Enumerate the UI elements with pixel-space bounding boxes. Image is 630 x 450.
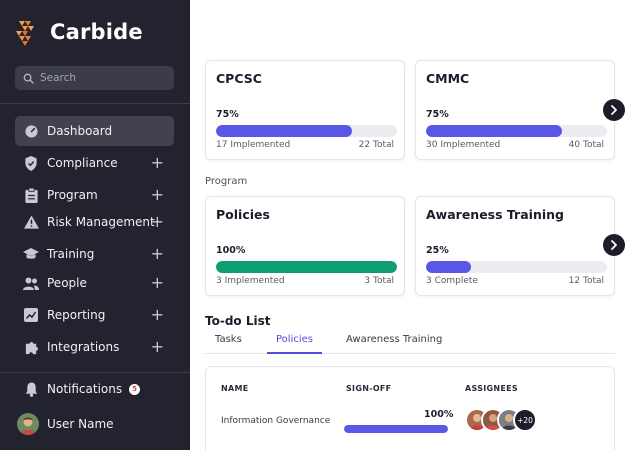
sidebar-item-training[interactable]: Training + — [15, 239, 174, 269]
next-program-button[interactable] — [603, 234, 625, 256]
sidebar-item-label: Program — [47, 188, 98, 202]
sidebar-item-compliance[interactable]: Compliance + — [15, 148, 174, 178]
card-title: Awareness Training — [426, 207, 564, 222]
people-icon — [23, 275, 39, 291]
framework-card-cmmc[interactable]: CMMC 75% 30 Implemented 40 Total — [415, 60, 615, 160]
carbide-logo-icon — [16, 21, 34, 46]
clipboard-icon — [23, 187, 39, 203]
tab-awareness-training[interactable]: Awareness Training — [346, 334, 443, 345]
progress-percent: 100% — [216, 245, 246, 256]
expand-plus-icon[interactable]: + — [150, 273, 164, 292]
program-card-policies[interactable]: Policies 100% 3 Implemented 3 Total — [205, 196, 405, 296]
column-header-assignees: ASSIGNEES — [465, 384, 518, 393]
program-card-awareness-training[interactable]: Awareness Training 25% 3 Complete 12 Tot… — [415, 196, 615, 296]
warning-icon — [23, 214, 39, 230]
sidebar-divider — [0, 372, 190, 373]
chevron-right-icon — [611, 105, 617, 115]
progress-bar — [216, 125, 397, 137]
completed-count: 3 Complete — [426, 276, 478, 286]
expand-plus-icon[interactable]: + — [150, 153, 164, 172]
sidebar-item-risk-management[interactable]: Risk Management + — [15, 207, 174, 237]
chart-trend-icon — [23, 307, 39, 323]
program-section-label: Program — [205, 176, 248, 187]
progress-fill — [426, 261, 472, 273]
progress-bar — [216, 261, 397, 273]
tab-tasks[interactable]: Tasks — [215, 334, 242, 345]
sidebar-item-program[interactable]: Program + — [15, 180, 174, 210]
progress-bar — [426, 261, 607, 273]
expand-plus-icon[interactable]: + — [150, 337, 164, 356]
progress-percent: 75% — [426, 109, 449, 120]
framework-card-cpcsc[interactable]: CPCSC 75% 17 Implemented 22 Total — [205, 60, 405, 160]
chevron-right-icon — [611, 240, 617, 250]
search-icon — [23, 73, 34, 84]
total-count: 40 Total — [568, 140, 604, 150]
graduation-cap-icon — [23, 246, 39, 262]
sidebar-item-people[interactable]: People + — [15, 268, 174, 298]
column-header-name: NAME — [221, 384, 249, 393]
sidebar-item-dashboard[interactable]: Dashboard — [15, 116, 174, 146]
tab-policies[interactable]: Policies — [267, 334, 322, 354]
expand-plus-icon[interactable]: + — [150, 185, 164, 204]
notifications-label: Notifications — [47, 382, 123, 396]
implemented-count: 3 Implemented — [216, 276, 285, 286]
puzzle-icon — [23, 339, 39, 355]
user-name: User Name — [47, 417, 114, 431]
shield-check-icon — [23, 155, 39, 171]
speedometer-icon — [23, 123, 39, 139]
sidebar-item-label: Risk Management — [47, 215, 155, 229]
total-count: 3 Total — [364, 276, 394, 286]
implemented-count: 30 Implemented — [426, 140, 501, 150]
signoff-progress-bar — [344, 425, 448, 433]
sidebar-item-integrations[interactable]: Integrations + — [15, 332, 174, 362]
progress-fill — [216, 261, 397, 273]
card-title: Policies — [216, 207, 270, 222]
card-title: CPCSC — [216, 71, 262, 86]
progress-bar — [426, 125, 607, 137]
sidebar-divider — [0, 103, 190, 104]
expand-plus-icon[interactable]: + — [150, 212, 164, 231]
sidebar-item-label: Training — [47, 247, 95, 261]
search-box[interactable] — [15, 66, 174, 90]
column-header-signoff: SIGN-OFF — [346, 384, 392, 393]
progress-percent: 25% — [426, 245, 449, 256]
total-count: 22 Total — [358, 140, 394, 150]
sidebar-item-label: Dashboard — [47, 124, 113, 138]
row-name[interactable]: Information Governance — [221, 416, 331, 426]
sidebar-item-label: People — [47, 276, 87, 290]
search-input[interactable] — [40, 72, 160, 84]
more-assignees-badge[interactable]: +20 — [513, 408, 537, 432]
signoff-percent: 100% — [424, 409, 454, 420]
progress-percent: 75% — [216, 109, 239, 120]
user-profile[interactable]: User Name — [17, 409, 176, 439]
expand-plus-icon[interactable]: + — [150, 244, 164, 263]
sidebar-item-label: Reporting — [47, 308, 106, 322]
bell-icon — [23, 381, 39, 397]
sidebar: Carbide Dashboard Compliance + Program + — [0, 0, 190, 450]
total-count: 12 Total — [568, 276, 604, 286]
brand-name: Carbide — [50, 20, 143, 44]
card-title: CMMC — [426, 71, 470, 86]
todo-list-title: To-do List — [205, 314, 271, 328]
sidebar-item-notifications[interactable]: Notifications 5 — [15, 374, 174, 404]
todo-tabs: Tasks Policies Awareness Training — [205, 334, 615, 354]
implemented-count: 17 Implemented — [216, 140, 291, 150]
sidebar-item-label: Compliance — [47, 156, 118, 170]
user-avatar — [17, 413, 39, 435]
progress-fill — [426, 125, 562, 137]
sidebar-item-reporting[interactable]: Reporting + — [15, 300, 174, 330]
brand-logo[interactable]: Carbide — [16, 18, 143, 46]
expand-plus-icon[interactable]: + — [150, 305, 164, 324]
next-frameworks-button[interactable] — [603, 99, 625, 121]
signoff-progress-fill — [344, 425, 448, 433]
progress-fill — [216, 125, 352, 137]
sidebar-item-label: Integrations — [47, 340, 120, 354]
notification-count-badge: 5 — [129, 383, 141, 395]
todo-table: NAME SIGN-OFF ASSIGNEES Information Gove… — [205, 366, 615, 450]
